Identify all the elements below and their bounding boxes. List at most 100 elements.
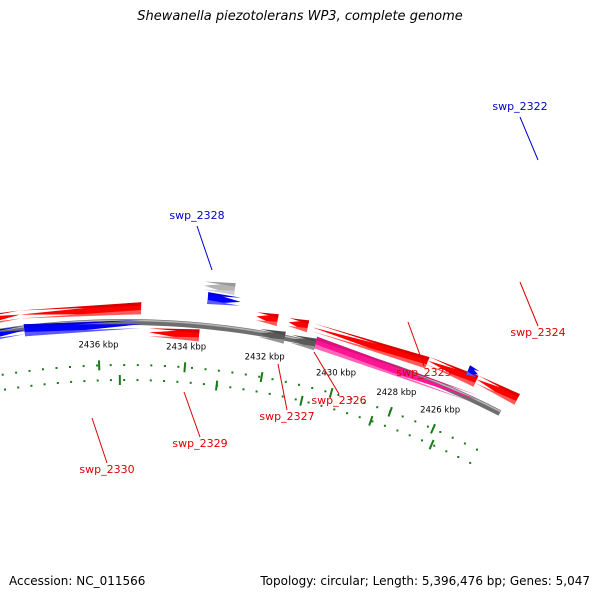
inner-ruler-dot xyxy=(408,434,411,437)
gene-label-swp-2324: swp_2324 xyxy=(510,326,565,339)
inner-ruler-tick xyxy=(368,415,374,426)
gene-label-swp-2328: swp_2328 xyxy=(169,209,224,222)
ruler-dot xyxy=(69,366,71,368)
ruler-dot xyxy=(231,371,234,374)
gene-label-leader xyxy=(313,351,340,395)
ruler-label: 2434 kbp xyxy=(166,342,206,352)
ruler-dot xyxy=(55,367,58,369)
gene-swp-2332 xyxy=(0,310,21,323)
inner-ruler-dot xyxy=(4,388,6,391)
gene-swp-2328-grey xyxy=(203,281,236,295)
ruler-dot xyxy=(376,406,379,409)
ruler-dot xyxy=(150,364,153,367)
inner-ruler-dot xyxy=(433,444,436,447)
ruler-dot xyxy=(451,436,454,439)
inner-ruler-dot xyxy=(56,382,59,384)
inner-ruler-dot xyxy=(383,424,386,427)
ruler-dot xyxy=(350,397,353,400)
inner-ruler-dot xyxy=(307,401,310,404)
gene-label-leader xyxy=(277,363,288,411)
ruler-dot xyxy=(311,387,314,389)
ruler-dot xyxy=(136,364,139,367)
gene-swp-2330b xyxy=(0,326,25,340)
ruler-dot xyxy=(15,371,18,374)
gene-label-leader xyxy=(196,225,213,271)
inner-ruler-dot xyxy=(268,392,271,395)
ruler-dot xyxy=(401,415,404,418)
inner-ruler-dot xyxy=(96,379,99,382)
inner-ruler-dot xyxy=(371,420,374,423)
gene-label-leader xyxy=(183,391,201,438)
gene-swp-2325 xyxy=(311,323,430,369)
ruler-tick xyxy=(259,372,264,383)
inner-ruler-dot xyxy=(396,429,399,432)
genome-title: Shewanella piezotolerans WP3, complete g… xyxy=(137,9,463,24)
gene-swp-2323 xyxy=(475,375,520,405)
gene-label-swp-2325: swp_2325 xyxy=(396,366,451,379)
ruler-dot xyxy=(284,380,287,383)
ruler-dot xyxy=(177,365,180,368)
ruler-dot xyxy=(258,375,261,378)
ruler-dot xyxy=(1,373,4,376)
inner-ruler-dot xyxy=(255,390,258,393)
ruler-dot xyxy=(414,420,417,423)
ruler-dot xyxy=(337,394,340,396)
ruler-dot xyxy=(191,366,193,369)
gene-swp-2327 xyxy=(258,328,286,344)
inner-ruler-dot xyxy=(202,383,205,386)
inner-ruler-dot xyxy=(149,379,152,382)
ruler-dot xyxy=(476,448,478,451)
gene-label-swp-2329: swp_2329 xyxy=(172,437,227,450)
inner-ruler-dot xyxy=(30,384,33,387)
inner-ruler-dot xyxy=(346,412,349,415)
gene-swp-2331 xyxy=(19,302,142,319)
ruler-label: 2430 kbp xyxy=(316,369,356,379)
inner-ruler-dot xyxy=(189,381,192,384)
inner-ruler-dot xyxy=(163,380,166,382)
ruler-dot xyxy=(298,383,300,386)
ruler-tick xyxy=(430,423,436,434)
gene-swp-2328 xyxy=(207,292,242,306)
gene-swp-2322 xyxy=(466,365,480,378)
inner-ruler-dot xyxy=(176,380,179,383)
gene-swp-2324 xyxy=(314,336,481,404)
inner-ruler-dot xyxy=(457,456,460,458)
ruler-dot xyxy=(28,369,31,372)
ruler-dot xyxy=(324,390,327,393)
inner-ruler-dot xyxy=(333,408,336,411)
gene-swp-2324-partner xyxy=(426,356,479,387)
ruler-dot xyxy=(204,368,207,371)
ruler-label: 2428 kbp xyxy=(376,388,416,398)
ruler-dot xyxy=(217,369,220,372)
accession-text: Accession: NC_011566 xyxy=(9,574,146,588)
inner-ruler-dot xyxy=(421,439,423,442)
ruler-dot xyxy=(82,365,85,368)
inner-ruler-dot xyxy=(136,379,139,382)
inner-ruler-dot xyxy=(294,398,297,401)
inner-ruler-dot xyxy=(358,416,361,419)
ruler-tick xyxy=(328,387,334,398)
inner-ruler-dot xyxy=(83,380,86,383)
gene-swp-2326-outer xyxy=(287,318,310,333)
ruler-dot xyxy=(42,368,44,371)
inner-ruler-dot xyxy=(17,386,20,389)
gene-swp-2330 xyxy=(23,320,142,337)
inner-ruler-dot xyxy=(445,450,448,453)
gene-label-swp-2326: swp_2326 xyxy=(311,394,366,407)
ruler-dot xyxy=(363,401,366,404)
ruler-dot xyxy=(109,364,112,367)
inner-ruler-dot xyxy=(469,461,472,464)
inner-ruler-dot xyxy=(281,395,284,398)
ruler-dot xyxy=(163,365,166,367)
ruler-tick xyxy=(183,362,187,373)
gene-label-leader xyxy=(407,321,425,367)
gene-swp-2326 xyxy=(290,334,317,351)
inner-ruler-dot xyxy=(242,388,245,391)
ruler-dot xyxy=(426,425,429,428)
ruler-dot xyxy=(244,373,247,376)
gene-label-leader xyxy=(91,417,108,464)
ruler-dot xyxy=(463,442,466,445)
inner-ruler-tick xyxy=(299,395,304,406)
inner-ruler-dot xyxy=(229,386,232,389)
inner-ruler-dot xyxy=(70,380,73,383)
